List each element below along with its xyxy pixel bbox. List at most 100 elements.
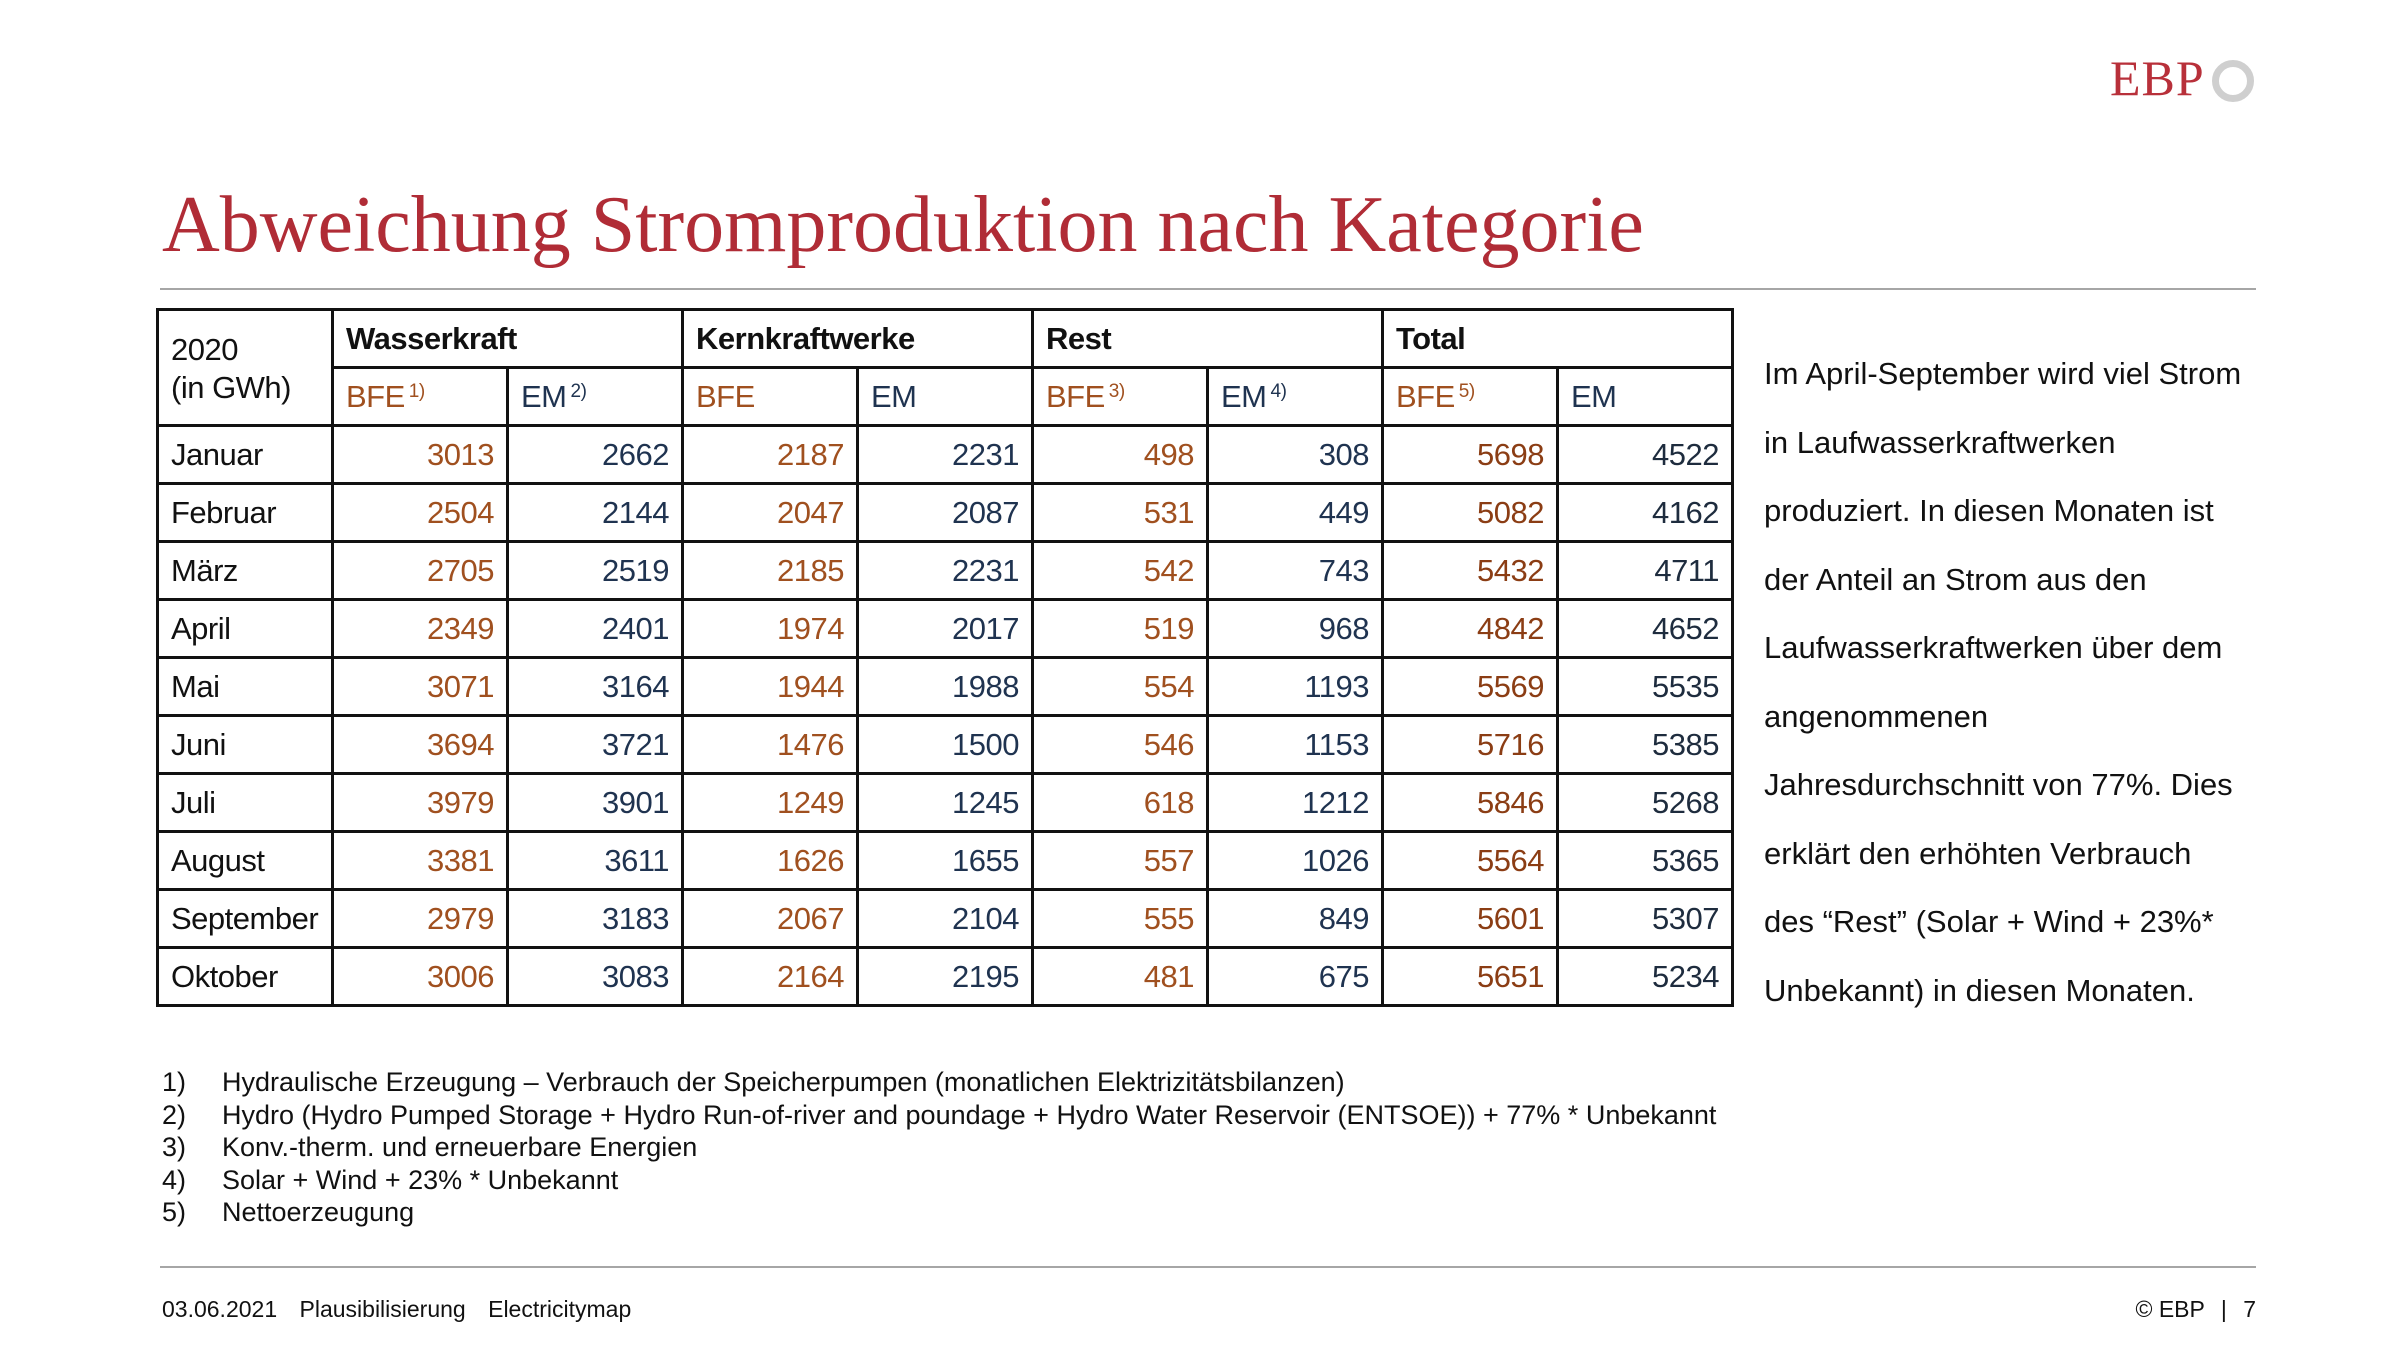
bfe-value-cell: 2047 [681, 482, 859, 543]
em-value-cell: 2662 [506, 424, 684, 485]
month-cell: Februar [156, 482, 334, 543]
bfe-value-cell: 2187 [681, 424, 859, 485]
footnote-item: 5) Nettoerzeugung [162, 1196, 2062, 1229]
footnote-item: 1) Hydraulische Erzeugung – Verbrauch der… [162, 1066, 2062, 1099]
bfe-value-cell: 3071 [331, 656, 509, 717]
sub-header-label: EM [1221, 378, 1267, 414]
bfe-value-cell: 3013 [331, 424, 509, 485]
footnote-text: Nettoerzeugung [222, 1197, 415, 1227]
em-value-cell: 1026 [1206, 830, 1384, 891]
footnote-ref: 4) [1270, 380, 1287, 402]
month-cell: Mai [156, 656, 334, 717]
footer-divider [160, 1266, 2256, 1268]
em-value-cell: 449 [1206, 482, 1384, 543]
bfe-value-cell: 4842 [1381, 598, 1559, 659]
sub-header-bfe: BFE 1) [331, 366, 509, 427]
em-value-cell: 308 [1206, 424, 1384, 485]
em-value-cell: 1245 [856, 772, 1034, 833]
table-row: Juli 3979 3901 1249 1245 618 1212 5846 5268 [156, 772, 1734, 833]
em-value-cell: 675 [1206, 946, 1384, 1007]
page-title: Abweichung Stromproduktion nach Kategori… [162, 181, 1644, 269]
em-value-cell: 2231 [856, 540, 1034, 601]
group-header-row: 2020 (in GWh) Wasserkraft Kernkraftwerke… [156, 308, 1734, 427]
bfe-value-cell: 5601 [1381, 888, 1559, 949]
group-header-wasserkraft: Wasserkraft [331, 308, 684, 369]
sub-header-row: BFE 1) EM 2) BFE EM BFE 3) EM 4) BFE 5) EM [158, 366, 1734, 427]
table-row: Februar 2504 2144 2047 2087 531 449 5082 4162 [156, 482, 1734, 543]
bfe-value-cell: 531 [1031, 482, 1209, 543]
em-value-cell: 1988 [856, 656, 1034, 717]
logo-ring-icon [2212, 60, 2254, 102]
sub-header-bfe: BFE [681, 366, 859, 427]
sub-header-label: EM [871, 378, 917, 414]
em-value-cell: 849 [1206, 888, 1384, 949]
group-header-rest: Rest [1031, 308, 1384, 369]
bfe-value-cell: 3979 [331, 772, 509, 833]
month-cell: März [156, 540, 334, 601]
explanation-text: Im April-September wird viel Strom in La… [1764, 356, 2242, 1008]
bfe-value-cell: 2349 [331, 598, 509, 659]
sub-header-label: BFE [1396, 378, 1455, 414]
em-value-cell: 1655 [856, 830, 1034, 891]
logo-text: EBP [2110, 50, 2205, 106]
table-row: Mai 3071 3164 1944 1988 554 1193 5569 5535 [156, 656, 1734, 717]
sub-header-bfe: BFE 3) [1031, 366, 1209, 427]
footnote-item: 4) Solar + Wind + 23% * Unbekannt [162, 1164, 2062, 1197]
em-value-cell: 1153 [1206, 714, 1384, 775]
em-value-cell: 1212 [1206, 772, 1384, 833]
footnotes: 1) Hydraulische Erzeugung – Verbrauch der… [162, 1066, 2062, 1229]
ebp-logo: EBP [2110, 48, 2260, 108]
group-header-total: Total [1381, 308, 1734, 369]
table-row: September 2979 3183 2067 2104 555 849 5601 5307 [156, 888, 1734, 949]
bfe-value-cell: 5569 [1381, 656, 1559, 717]
footnote-item: 3) Konv.-therm. und erneuerbare Energien [162, 1131, 2062, 1164]
bfe-value-cell: 2185 [681, 540, 859, 601]
footer-copyright: © EBP [2135, 1296, 2205, 1322]
bfe-value-cell: 554 [1031, 656, 1209, 717]
em-value-cell: 3164 [506, 656, 684, 717]
footer-date: 03.06.2021 [162, 1296, 278, 1322]
em-value-cell: 5365 [1556, 830, 1734, 891]
em-value-cell: 3721 [506, 714, 684, 775]
bfe-value-cell: 555 [1031, 888, 1209, 949]
table-row: Juni 3694 3721 1476 1500 546 1153 5716 5385 [156, 714, 1734, 775]
bfe-value-cell: 5432 [1381, 540, 1559, 601]
footnote-ref: 3) [1108, 380, 1125, 402]
em-value-cell: 2401 [506, 598, 684, 659]
month-cell: August [156, 830, 334, 891]
em-value-cell: 5535 [1556, 656, 1734, 717]
sub-header-label: BFE [346, 378, 405, 414]
footnote-number: 3) [162, 1132, 187, 1162]
em-value-cell: 3611 [506, 830, 684, 891]
bfe-value-cell: 3381 [331, 830, 509, 891]
bfe-value-cell: 1476 [681, 714, 859, 775]
footer-right: © EBP | 7 [2135, 1296, 2256, 1323]
sub-header-em: EM 4) [1206, 366, 1384, 427]
footnote-ref: 1) [408, 380, 425, 402]
footnote-ref: 2) [570, 380, 587, 402]
table-row: Januar 3013 2662 2187 2231 498 308 5698 4522 [156, 424, 1734, 485]
bfe-value-cell: 481 [1031, 946, 1209, 1007]
bfe-value-cell: 5651 [1381, 946, 1559, 1007]
sub-header-label: BFE [696, 378, 755, 414]
footnote-item: 2) Hydro (Hydro Pumped Storage + Hydro Ru… [162, 1099, 2062, 1132]
bfe-value-cell: 2504 [331, 482, 509, 543]
sub-header-bfe: BFE 5) [1381, 366, 1559, 427]
em-value-cell: 968 [1206, 598, 1384, 659]
bfe-value-cell: 546 [1031, 714, 1209, 775]
corner-year: 2020 [171, 332, 238, 367]
bfe-value-cell: 1944 [681, 656, 859, 717]
em-value-cell: 5385 [1556, 714, 1734, 775]
table-body: Januar 3013 2662 2187 2231 498 308 5698 4522 Febr… [156, 424, 1734, 1007]
em-value-cell: 743 [1206, 540, 1384, 601]
bfe-value-cell: 1626 [681, 830, 859, 891]
footer-left: 03.06.2021 Plausibilisierung Electricity… [162, 1296, 647, 1323]
page-number: 7 [2243, 1296, 2256, 1322]
footer-section: Plausibilisierung [299, 1296, 466, 1322]
em-value-cell: 2017 [856, 598, 1034, 659]
em-value-cell: 1193 [1206, 656, 1384, 717]
em-value-cell: 4522 [1556, 424, 1734, 485]
bfe-value-cell: 5846 [1381, 772, 1559, 833]
production-table: 2020 (in GWh) Wasserkraft Kernkraftwerke… [156, 308, 1734, 1007]
bfe-value-cell: 542 [1031, 540, 1209, 601]
